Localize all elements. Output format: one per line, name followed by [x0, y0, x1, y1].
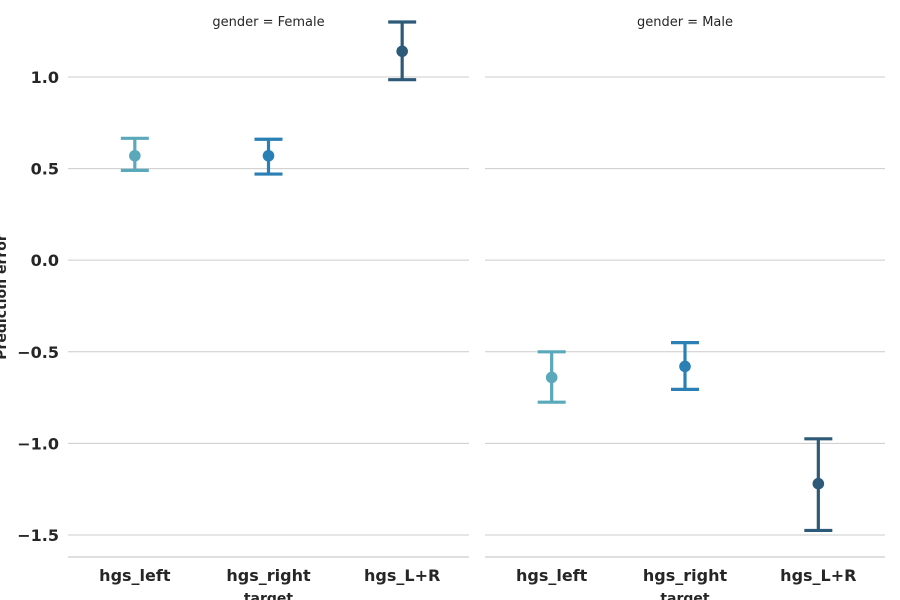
facet-panel-0: gender = Female 1.0 0.5 0.0 −0.5 −1.0 −1.5 hgs_…: [17, 15, 469, 600]
x-tick-label: hgs_right: [643, 566, 728, 585]
data-point: [679, 360, 691, 373]
y-tick-label: −1.5: [17, 526, 59, 545]
x-tick-label: hgs_L+R: [364, 566, 440, 585]
data-point: [129, 149, 141, 162]
y-axis-label: Prediction error: [0, 234, 10, 360]
facet-panel-1: gender = Male hgs_left hgs_right hgs_L+Rtar…: [485, 15, 885, 600]
facet-panels: gender = Female 1.0 0.5 0.0 −0.5 −1.0 −1.5 hgs_…: [17, 15, 885, 600]
y-tick-label: −1.0: [17, 434, 59, 453]
y-tick-label: 1.0: [31, 68, 59, 87]
facet-title: gender = Female: [212, 15, 324, 30]
facet-title: gender = Male: [637, 15, 733, 30]
x-tick-label: hgs_L+R: [780, 566, 856, 585]
y-tick-label: 0.5: [31, 160, 59, 179]
y-tick-label: 0.0: [31, 251, 59, 270]
x-tick-label: hgs_left: [99, 566, 171, 585]
x-tick-label: hgs_right: [226, 566, 311, 585]
data-point: [262, 149, 275, 162]
y-tick-label: −0.5: [17, 343, 59, 362]
x-axis-label: target: [244, 591, 294, 600]
x-axis-label: target: [660, 591, 710, 600]
x-tick-label: hgs_left: [516, 566, 588, 585]
data-point: [396, 45, 408, 58]
data-point: [812, 477, 825, 490]
data-point: [545, 371, 558, 384]
